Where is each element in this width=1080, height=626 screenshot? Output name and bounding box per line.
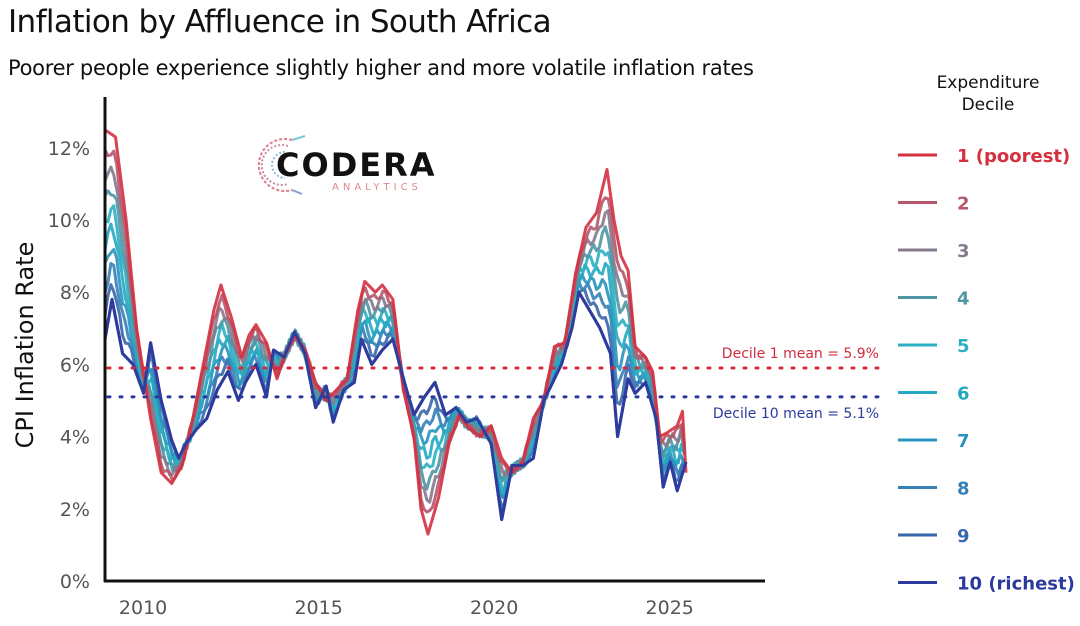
y-axis-label: CPI Inflation Rate: [11, 242, 39, 449]
x-tick-label: 2020: [470, 597, 518, 619]
legend-label-decile-9: 9: [957, 526, 970, 547]
legend-title-line1: Expenditure: [937, 73, 1040, 93]
y-tick-label: 8%: [60, 282, 90, 304]
series-line-decile-1: [104, 128, 688, 536]
y-axis-ticks: 0% 2% 4% 6% 8% 10% 12%: [48, 138, 90, 593]
y-tick-label: 0%: [60, 571, 90, 593]
legend-label-decile-8: 8: [957, 479, 970, 500]
x-tick-label: 2010: [119, 597, 167, 619]
reference-lines: Decile 1 mean = 5.9% Decile 10 mean = 5.1…: [106, 346, 882, 422]
plot-area: [103, 128, 688, 536]
x-tick-label: 2025: [646, 597, 694, 619]
legend-label-decile-1: 1 (poorest): [957, 146, 1070, 167]
legend-label-decile-2: 2: [957, 194, 970, 215]
x-axis-ticks: 2010 2015 2020 2025: [119, 597, 694, 619]
legend-label-decile-5: 5: [957, 336, 970, 357]
legend-label-decile-7: 7: [957, 431, 970, 452]
legend: Expenditure Decile 1 (poorest) 2 3 4 5 6 7 8 9 10…: [898, 73, 1075, 595]
series-line-decile-8: [103, 262, 686, 500]
x-tick-label: 2015: [294, 597, 342, 619]
legend-title-line2: Decile: [962, 95, 1015, 115]
y-tick-label: 2%: [60, 499, 90, 521]
series-line-decile-6: [103, 222, 686, 496]
chart-subtitle: Poorer people experience slightly higher…: [8, 56, 754, 80]
legend-label-decile-6: 6: [957, 384, 970, 405]
chart-title: Inflation by Affluence in South Africa: [8, 4, 552, 40]
codera-logo: CODERA ANALYTICS: [257, 135, 437, 195]
y-tick-label: 6%: [60, 354, 90, 376]
legend-label-decile-10: 10 (richest): [957, 574, 1075, 595]
logo-name: CODERA: [276, 146, 437, 184]
legend-label-decile-3: 3: [957, 241, 970, 262]
reference-label-decile-1: Decile 1 mean = 5.9%: [722, 346, 879, 362]
logo-tagline: ANALYTICS: [332, 182, 422, 193]
logo-circuit-icon: [257, 135, 306, 195]
y-tick-label: 10%: [48, 210, 90, 232]
legend-label-decile-4: 4: [957, 289, 970, 310]
series-line-decile-10-overlay: [103, 290, 688, 522]
series-line-decile-7: [103, 248, 686, 498]
y-tick-label: 4%: [60, 427, 90, 449]
reference-label-decile-10: Decile 10 mean = 5.1%: [713, 406, 879, 422]
y-tick-label: 12%: [48, 138, 90, 160]
